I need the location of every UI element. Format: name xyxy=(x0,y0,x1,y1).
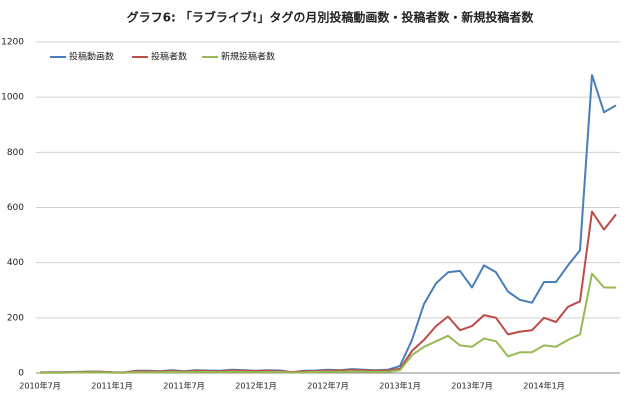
series-line xyxy=(40,272,616,374)
x-tick-label: 2011年7月 xyxy=(163,381,204,391)
y-tick-label: 800 xyxy=(7,148,24,158)
y-tick-label: 200 xyxy=(7,313,24,323)
y-tick-label: 1000 xyxy=(1,93,24,103)
x-tick-label: 2012年7月 xyxy=(307,381,348,391)
y-tick-label: 1200 xyxy=(1,38,24,48)
x-tick-label: 2013年1月 xyxy=(379,381,420,391)
x-tick-label: 2012年1月 xyxy=(235,381,276,391)
series-line xyxy=(39,74,617,374)
y-tick-label: 400 xyxy=(7,258,24,268)
legend-label: 投稿者数 xyxy=(151,51,187,63)
series-line xyxy=(39,210,617,374)
x-tick-label: 2011年1月 xyxy=(91,381,132,391)
legend-label: 投稿動画数 xyxy=(69,51,114,63)
chart-title: グラフ6: 「ラブライブ!」タグの月別投稿動画数・投稿者数・新規投稿者数 xyxy=(127,10,535,25)
y-tick-label: 600 xyxy=(7,203,24,213)
x-tick-label: 2013年7月 xyxy=(451,381,492,391)
x-tick-label: 2014年1月 xyxy=(523,381,564,391)
legend-label: 新規投稿者数 xyxy=(221,51,275,63)
y-tick-label: 0 xyxy=(18,369,24,379)
x-tick-label: 2010年7月 xyxy=(19,381,60,391)
